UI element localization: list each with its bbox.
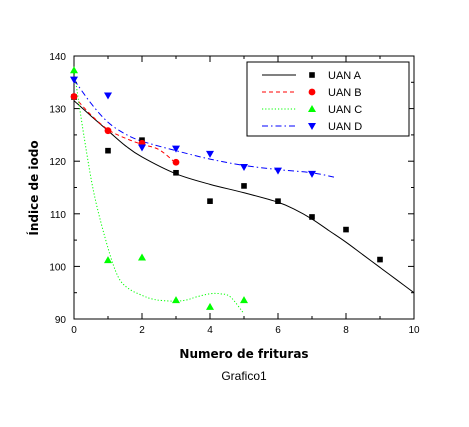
data-point-uan-c: [138, 253, 146, 261]
legend-marker-uan-b: [308, 88, 316, 96]
chart-caption: Grafico1: [221, 369, 267, 383]
data-point-uan-d: [240, 163, 248, 171]
data-point-uan-a: [275, 198, 281, 204]
data-point-uan-c: [240, 296, 248, 304]
x-tick-label: 2: [139, 325, 145, 336]
legend-marker-uan-a: [309, 72, 315, 78]
data-point-uan-a: [105, 147, 111, 154]
fit-line-uan-b: [74, 96, 177, 164]
legend-label-uan-a: UAN A: [328, 70, 362, 82]
x-axis-title: Numero de frituras: [179, 347, 308, 361]
data-point-uan-d: [70, 76, 78, 84]
data-point-uan-a: [343, 226, 349, 233]
data-point-uan-c: [206, 302, 214, 310]
fit-line-uan-c: [74, 70, 245, 315]
x-tick-label: 8: [343, 325, 349, 336]
data-point-uan-a: [241, 183, 247, 189]
y-axis-title: Índice de iodo: [26, 140, 41, 235]
data-point-uan-d: [138, 144, 146, 152]
axis-ticks: 0 2 4 6 8 10 90 100 110 120 130 140: [49, 52, 420, 336]
legend-label-uan-b: UAN B: [328, 87, 362, 99]
data-point-uan-a: [309, 214, 315, 220]
data-point-uan-a: [377, 256, 383, 263]
data-point-uan-d: [172, 145, 180, 153]
data-point-uan-b: [104, 127, 112, 135]
x-tick-label: 6: [275, 325, 281, 336]
x-tick-label: 10: [408, 325, 420, 336]
data-point-uan-a: [207, 198, 213, 204]
x-tick-label: 4: [207, 325, 213, 336]
x-tick-label: 0: [71, 325, 77, 336]
y-tick-label: 110: [50, 210, 66, 221]
y-tick-label: 100: [49, 262, 66, 273]
data-point-uan-b: [70, 93, 78, 100]
data-point-uan-d: [206, 150, 214, 158]
legend-marker-uan-c: [308, 105, 316, 112]
y-tick-label: 140: [49, 52, 66, 63]
y-tick-label: 130: [49, 105, 66, 116]
data-point-uan-d: [274, 167, 282, 175]
data-points: [70, 66, 383, 310]
y-tick-label: 90: [55, 315, 67, 326]
data-point-uan-d: [104, 92, 112, 100]
legend: UAN A UAN B UAN C UAN D: [246, 61, 410, 137]
data-point-uan-c: [172, 296, 180, 304]
data-point-uan-b: [172, 158, 180, 166]
data-point-uan-a: [173, 169, 179, 176]
fit-line-uan-d: [74, 79, 336, 179]
legend-label-uan-c: UAN C: [328, 104, 362, 116]
legend-label-uan-d: UAN D: [328, 121, 362, 133]
data-point-uan-c: [70, 66, 78, 74]
legend-box: [246, 61, 410, 137]
legend-marker-uan-d: [308, 123, 316, 130]
data-point-uan-d: [308, 170, 316, 178]
data-point-uan-c: [104, 256, 112, 264]
y-tick-label: 120: [49, 157, 66, 168]
